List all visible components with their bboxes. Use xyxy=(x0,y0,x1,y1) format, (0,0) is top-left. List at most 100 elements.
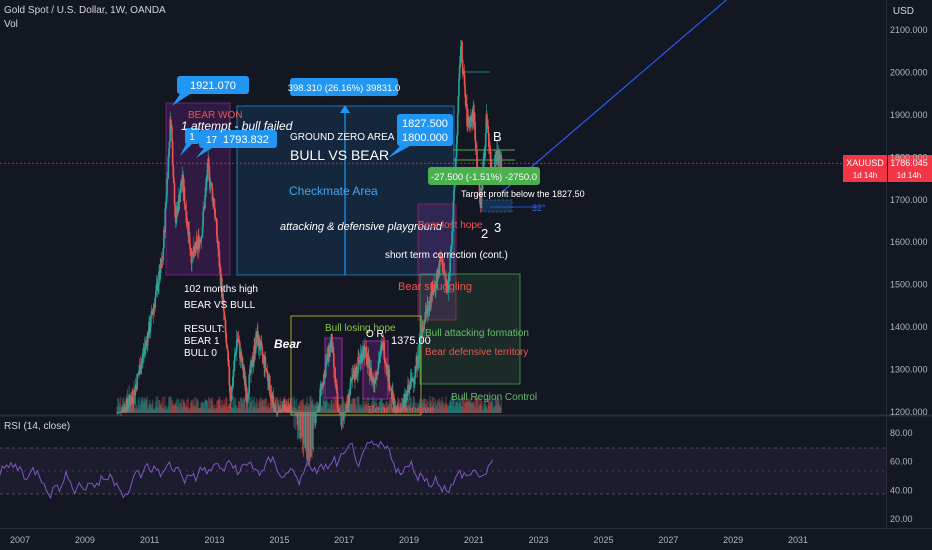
bull-attacking-label: Bull attacking formation xyxy=(425,328,529,339)
price-axis[interactable]: 2100.000 2000.000 1900.000 1800.000 1700.000… xyxy=(890,25,928,417)
measure-label[interactable]: 398.310 (26.16%) 39831.0 xyxy=(288,78,401,96)
volume-bar xyxy=(209,398,211,413)
callout-1827[interactable]: 1827.500 1800.000 xyxy=(388,114,453,158)
volume-bar xyxy=(171,400,173,413)
volume-bar xyxy=(446,408,449,413)
candle-body xyxy=(173,177,175,184)
candle-body xyxy=(268,375,271,394)
volume-bar xyxy=(255,408,257,413)
volume-bar xyxy=(411,408,414,413)
candle-body xyxy=(193,246,195,256)
volume-bar xyxy=(403,396,405,413)
bear-italic-label: Bear xyxy=(274,337,302,351)
callout-1793[interactable]: 17 1793.832 xyxy=(196,130,277,158)
candle-body xyxy=(499,158,501,161)
volume-bar xyxy=(179,403,182,413)
candle-body xyxy=(223,311,226,317)
volume-bar xyxy=(147,409,150,413)
volume-label[interactable]: Vol xyxy=(4,19,18,30)
trendline[interactable] xyxy=(502,0,766,192)
volume-bar xyxy=(225,396,227,413)
volume-bar xyxy=(136,408,139,413)
candle-body xyxy=(230,386,233,400)
candle-body xyxy=(474,121,476,141)
volume-bar xyxy=(213,409,216,413)
price-tag[interactable]: XAUUSD 1d 14h 1786.045 1d 14h xyxy=(843,155,932,182)
volume-bar xyxy=(331,399,333,413)
volume-bar xyxy=(338,404,340,413)
candle-body xyxy=(241,357,244,368)
volume-bar xyxy=(391,407,394,413)
volume-bar xyxy=(286,399,288,413)
volume-bar xyxy=(189,403,192,413)
volume-bar xyxy=(422,399,425,413)
volume-bar xyxy=(226,409,229,413)
volume-bar xyxy=(338,407,341,413)
volume-bar xyxy=(117,399,120,413)
volume-bar xyxy=(119,396,122,413)
candle-body xyxy=(125,412,127,413)
volume-bar xyxy=(469,397,472,413)
volume-bar xyxy=(458,402,460,413)
volume-bar xyxy=(406,404,409,413)
volume-bar xyxy=(199,403,202,413)
volume-bar xyxy=(460,399,462,413)
candle-body xyxy=(467,116,470,122)
volume-bar xyxy=(124,408,127,413)
time-axis[interactable]: 2007 2009 2011 2013 2015 2017 2019 2021 2023 2025… xyxy=(10,535,808,545)
volume-bar xyxy=(482,409,485,413)
volume-bar xyxy=(304,405,307,413)
candle-body xyxy=(379,348,382,357)
volume-bar xyxy=(140,401,142,413)
volume-bar xyxy=(441,401,444,413)
bull-region-box[interactable] xyxy=(419,273,521,385)
candle-body xyxy=(336,393,339,407)
candle-body xyxy=(367,356,370,359)
volume-bar xyxy=(155,401,157,413)
candle-body xyxy=(272,395,275,404)
volume-bar xyxy=(265,398,268,413)
volume-bar xyxy=(481,401,483,413)
candle-body xyxy=(207,158,210,166)
volume-bar xyxy=(442,407,445,413)
candle-body xyxy=(258,336,260,348)
volume-bar xyxy=(455,401,458,413)
time-tick: 2011 xyxy=(140,535,159,545)
bull-losing-hope-label: Bull losing hope xyxy=(325,323,396,334)
volume-bar xyxy=(476,396,479,413)
symbol-title[interactable]: Gold Spot / U.S. Dollar, 1W, OANDA xyxy=(4,5,166,16)
candle-body xyxy=(403,399,405,401)
candle-body xyxy=(441,258,444,273)
volume-bar xyxy=(449,399,452,413)
candle-body xyxy=(254,349,257,354)
candle-body xyxy=(461,60,464,74)
volume-bar xyxy=(300,409,302,413)
volume-bar xyxy=(300,400,303,413)
candle-body xyxy=(353,371,356,378)
volume-bar xyxy=(146,396,148,413)
candle-body xyxy=(483,148,486,158)
candle-body xyxy=(155,284,158,291)
candle-body xyxy=(215,217,218,220)
volume-bar xyxy=(260,406,263,413)
volume-bar xyxy=(193,407,195,413)
volume-bar xyxy=(377,405,380,413)
candle-body xyxy=(424,312,427,322)
volume-bar xyxy=(138,396,140,413)
rsi-label[interactable]: RSI (14, close) xyxy=(4,421,71,432)
volume-bar xyxy=(334,397,337,413)
volume-bar xyxy=(352,397,355,413)
volume-bar xyxy=(400,397,403,413)
candle-body xyxy=(191,251,193,264)
bull-losing-hope-box[interactable] xyxy=(290,315,422,416)
callout-1921[interactable]: 1921.070 xyxy=(172,76,249,106)
volume-bar xyxy=(407,408,409,413)
green-measure-label[interactable]: -27.500 (-1.51%) -2750.0 xyxy=(428,167,540,185)
rsi-pane[interactable] xyxy=(0,416,886,528)
callout-1-a[interactable]: 1 xyxy=(180,128,199,156)
short-term-label: short term correction (cont.) xyxy=(385,250,508,261)
candle-body xyxy=(209,183,212,186)
candle-body xyxy=(251,359,254,367)
candle-body xyxy=(464,85,466,98)
